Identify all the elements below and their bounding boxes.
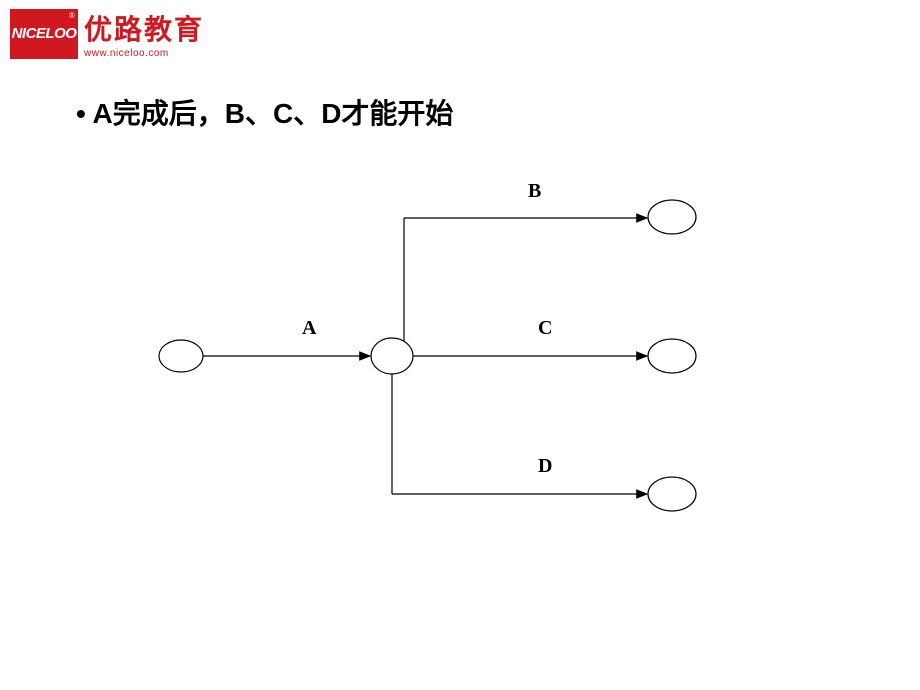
label-lD: D <box>538 455 552 478</box>
node-n5 <box>648 477 696 511</box>
label-lB: B <box>528 180 541 203</box>
node-n1 <box>159 340 203 372</box>
diagram-edges <box>203 218 647 494</box>
label-lA: A <box>302 317 316 340</box>
label-lC: C <box>538 317 552 340</box>
network-diagram <box>0 0 920 690</box>
node-n2 <box>371 338 413 374</box>
node-n3 <box>648 200 696 234</box>
node-n4 <box>648 339 696 373</box>
